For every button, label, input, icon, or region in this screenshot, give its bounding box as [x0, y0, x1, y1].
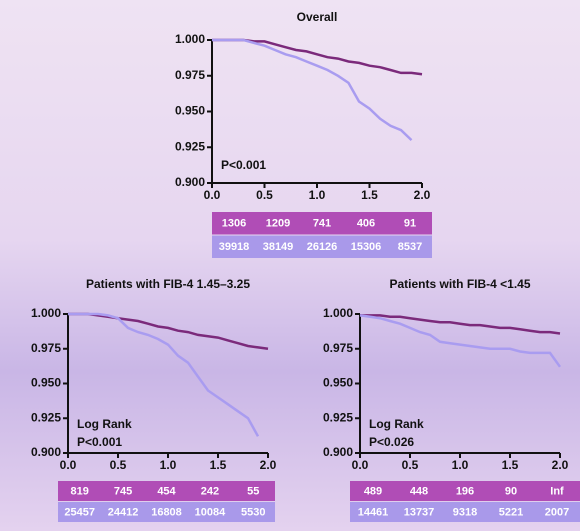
table-cell: 8537	[398, 241, 422, 253]
table-cell: 14461	[358, 506, 389, 518]
x-tick-label: 0.0	[60, 458, 77, 472]
survival-curve	[212, 40, 422, 74]
table-cell: 741	[313, 218, 331, 230]
y-tick-label: 1.000	[175, 32, 205, 46]
table-cell: 1306	[222, 218, 246, 230]
annotation: Log Rank	[77, 417, 132, 431]
annotation: Log Rank	[369, 417, 424, 431]
table-cell: 745	[114, 485, 132, 497]
table-cell: 13737	[404, 506, 435, 518]
chart-title: Overall	[297, 10, 338, 24]
chart-title: Patients with FIB-4 1.45–3.25	[86, 277, 250, 291]
y-tick-label: 0.950	[175, 104, 205, 118]
annotation: P<0.001	[221, 158, 266, 172]
table-cell: 242	[201, 485, 219, 497]
x-tick-label: 2.0	[414, 188, 431, 202]
x-tick-label: 1.0	[160, 458, 177, 472]
annotation: P<0.001	[77, 435, 122, 449]
x-tick-label: 0.0	[204, 188, 221, 202]
y-tick-label: 0.950	[31, 376, 61, 390]
y-tick-label: 0.900	[31, 445, 61, 459]
y-tick-label: 0.950	[323, 376, 353, 390]
x-tick-label: 1.5	[502, 458, 519, 472]
table-cell: 406	[357, 218, 375, 230]
table-cell: 489	[364, 485, 382, 497]
x-tick-label: 0.5	[256, 188, 273, 202]
table-cell: 90	[505, 485, 517, 497]
table-cell: 15306	[351, 241, 382, 253]
table-cell: 16808	[151, 506, 182, 518]
table-cell: 38149	[263, 241, 294, 253]
y-tick-label: 1.000	[323, 306, 353, 320]
table-cell: 819	[71, 485, 89, 497]
table-cell: 5530	[241, 506, 265, 518]
x-tick-label: 2.0	[260, 458, 277, 472]
y-tick-label: 0.925	[31, 410, 61, 424]
y-tick-label: 0.975	[31, 341, 61, 355]
table-cell: 454	[157, 485, 176, 497]
table-cell: 448	[410, 485, 428, 497]
table-cell: 5221	[499, 506, 523, 518]
x-tick-label: 2.0	[552, 458, 569, 472]
table-cell: 24412	[108, 506, 139, 518]
y-tick-label: 0.925	[323, 410, 353, 424]
table-cell: 55	[247, 485, 259, 497]
y-tick-label: 0.900	[323, 445, 353, 459]
page: Overall1.0000.9750.9500.9250.9000.00.51.…	[0, 0, 580, 531]
table-cell: Inf	[550, 485, 564, 497]
table-cell: 2007	[545, 506, 569, 518]
x-tick-label: 0.0	[352, 458, 369, 472]
x-tick-label: 1.0	[452, 458, 469, 472]
y-tick-label: 0.900	[175, 175, 205, 189]
survival-curve	[360, 315, 560, 333]
x-tick-label: 1.0	[309, 188, 326, 202]
x-tick-label: 1.5	[210, 458, 227, 472]
annotation: P<0.026	[369, 435, 414, 449]
x-tick-label: 0.5	[402, 458, 419, 472]
table-cell: 91	[404, 218, 416, 230]
table-cell: 196	[456, 485, 474, 497]
table-cell: 1209	[266, 218, 290, 230]
table-cell: 9318	[453, 506, 477, 518]
x-tick-label: 0.5	[110, 458, 127, 472]
y-tick-label: 0.925	[175, 139, 205, 153]
chart: Overall1.0000.9750.9500.9250.9000.00.51.…	[0, 0, 580, 531]
chart-title: Patients with FIB-4 <1.45	[389, 277, 530, 291]
survival-curve	[212, 40, 412, 140]
table-cell: 26126	[307, 241, 338, 253]
y-tick-label: 1.000	[31, 306, 61, 320]
table-cell: 25457	[64, 506, 95, 518]
y-tick-label: 0.975	[175, 68, 205, 82]
x-tick-label: 1.5	[361, 188, 378, 202]
y-tick-label: 0.975	[323, 341, 353, 355]
table-cell: 10084	[195, 506, 226, 518]
table-cell: 39918	[219, 241, 250, 253]
